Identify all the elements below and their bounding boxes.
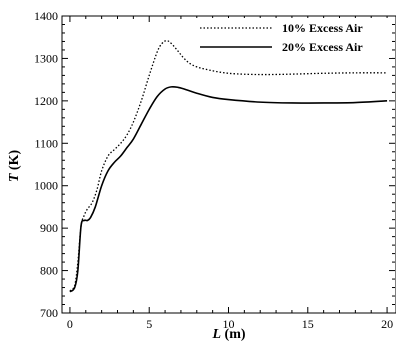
x-axis-title: L (m) [211,327,245,341]
legend-label-10pct: 10% Excess Air [282,21,363,35]
x-tick-label: 5 [146,317,152,331]
legend: 10% Excess Air 20% Excess Air [200,21,363,54]
y-tick-label: 1100 [34,136,58,150]
series-line-20pct-excess-air [69,85,388,293]
y-tick-label: 800 [40,264,58,278]
axis-ticks: 0 5 10 15 20 700 800 900 1000 1100 1200 1300 1400 [34,9,395,331]
y-tick-label: 1400 [34,9,58,23]
x-tick-label: 15 [302,317,314,331]
y-tick-label: 700 [40,306,58,320]
y-tick-label: 1200 [34,94,58,108]
x-tick-label: 20 [381,317,393,331]
x-tick-label: 10 [223,317,235,331]
y-tick-label: 1000 [34,179,58,193]
legend-label-20pct: 20% Excess Air [282,40,363,54]
series-group [69,39,388,293]
series-line-10pct-excess-air [69,39,388,292]
legend-background [196,18,392,58]
y-tick-label: 1300 [34,51,58,65]
x-tick-label: 0 [67,317,73,331]
y-tick-label: 900 [40,221,58,235]
y-axis-title: T (K) [7,150,22,183]
